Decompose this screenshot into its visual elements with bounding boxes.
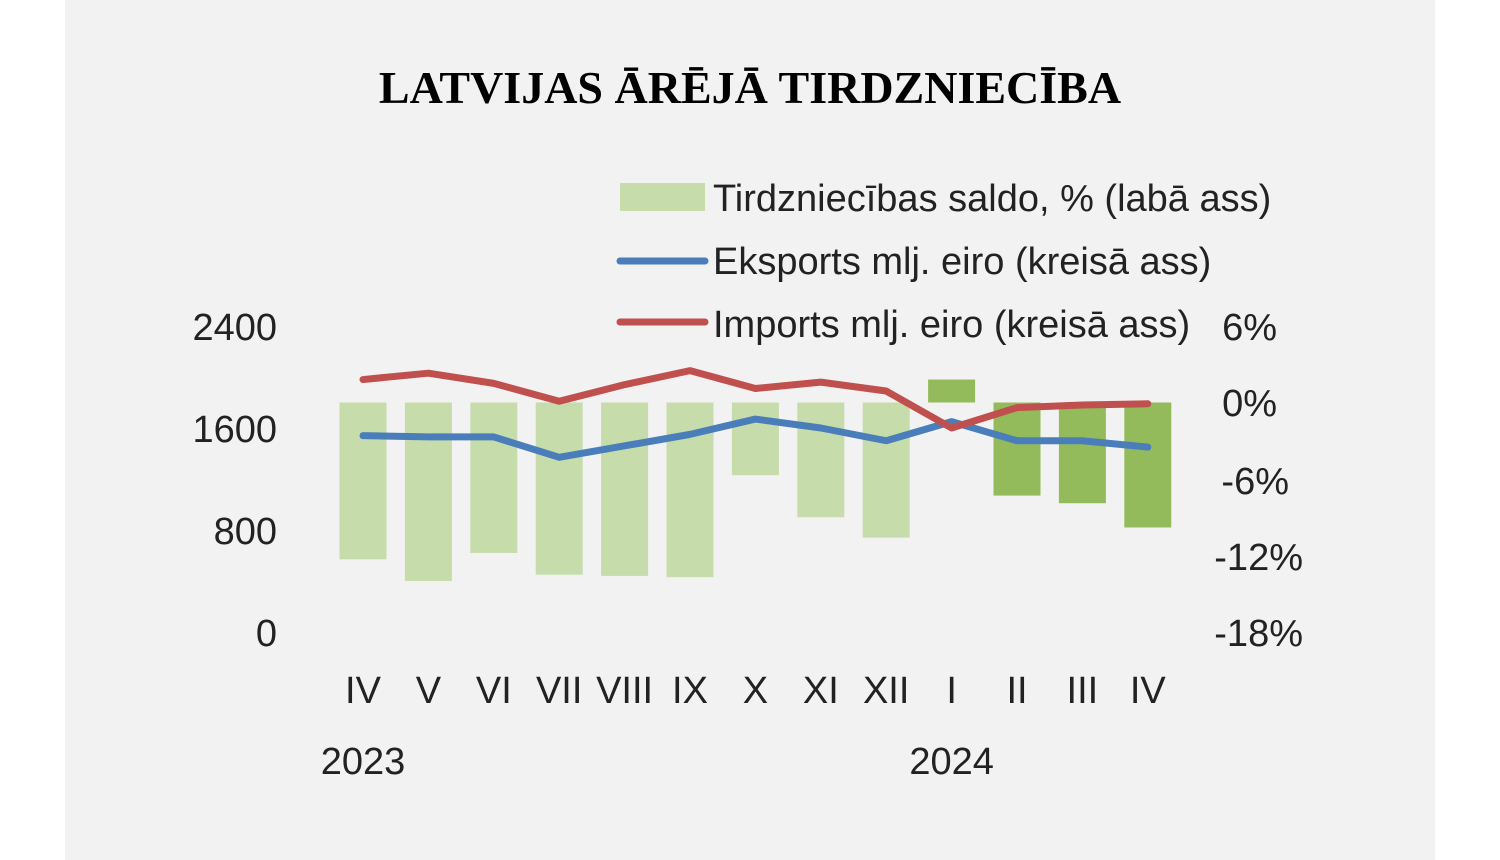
year-label: 2024 [909,741,994,783]
saldo-bar [1124,402,1172,528]
legend-label-eksports: Eksports mlj. eiro (kreisā ass) [713,241,1211,283]
x-tick-label: IV [1130,670,1167,712]
saldo-bar [601,402,649,576]
chart: LATVIJAS ĀRĒJĀ TIRDZNIECĪBA Tirdzniecība… [192,62,1303,783]
right-tick-label: 0% [1222,383,1277,425]
left-tick-label: 2400 [192,307,277,349]
legend-swatch-bar [620,183,705,211]
right-axis: 6% 0% -6% -12% -18% [1214,307,1303,655]
imports-line [359,367,1152,432]
x-tick-label: VI [476,670,512,712]
right-tick-label: -6% [1221,461,1289,503]
x-tick-label: III [1067,670,1099,712]
saldo-bar [339,402,387,560]
left-axis: 2400 1600 800 0 [192,307,277,655]
eksports-line [359,415,1152,461]
saldo-bar [1058,402,1106,504]
saldo-bar [797,402,845,518]
saldo-bar [535,402,583,575]
x-tick-label: XI [803,670,839,712]
left-tick-label: 800 [214,511,277,553]
saldo-bar [928,379,976,403]
x-tick-label: II [1006,670,1027,712]
x-tick-label: IX [672,670,708,712]
right-tick-label: 6% [1222,307,1277,349]
legend-label-imports: Imports mlj. eiro (kreisā ass) [713,304,1190,346]
chart-title: LATVIJAS ĀRĒJĀ TIRDZNIECĪBA [379,62,1121,113]
saldo-bar [731,402,779,476]
right-tick-label: -18% [1214,613,1303,655]
legend: Tirdzniecības saldo, % (labā ass) Ekspor… [616,178,1271,346]
saldo-bar [993,402,1041,496]
x-tick-label: VIII [596,670,653,712]
year-label: 2023 [321,741,406,783]
x-tick-label: IV [345,670,382,712]
x-tick-label: X [743,670,768,712]
x-tick-label: I [946,670,957,712]
lines [359,367,1152,461]
x-tick-label: VII [536,670,582,712]
saldo-bar [862,402,910,538]
bars [339,379,1172,581]
left-tick-label: 0 [256,613,277,655]
legend-label-saldo: Tirdzniecības saldo, % (labā ass) [713,178,1271,220]
saldo-bar [404,402,452,581]
left-tick-label: 1600 [192,409,277,451]
right-tick-label: -12% [1214,537,1303,579]
x-tick-label: V [416,670,442,712]
chart-panel: LATVIJAS ĀRĒJĀ TIRDZNIECĪBA Tirdzniecība… [65,0,1435,860]
x-tick-label: XII [863,670,909,712]
saldo-bar [470,402,518,553]
